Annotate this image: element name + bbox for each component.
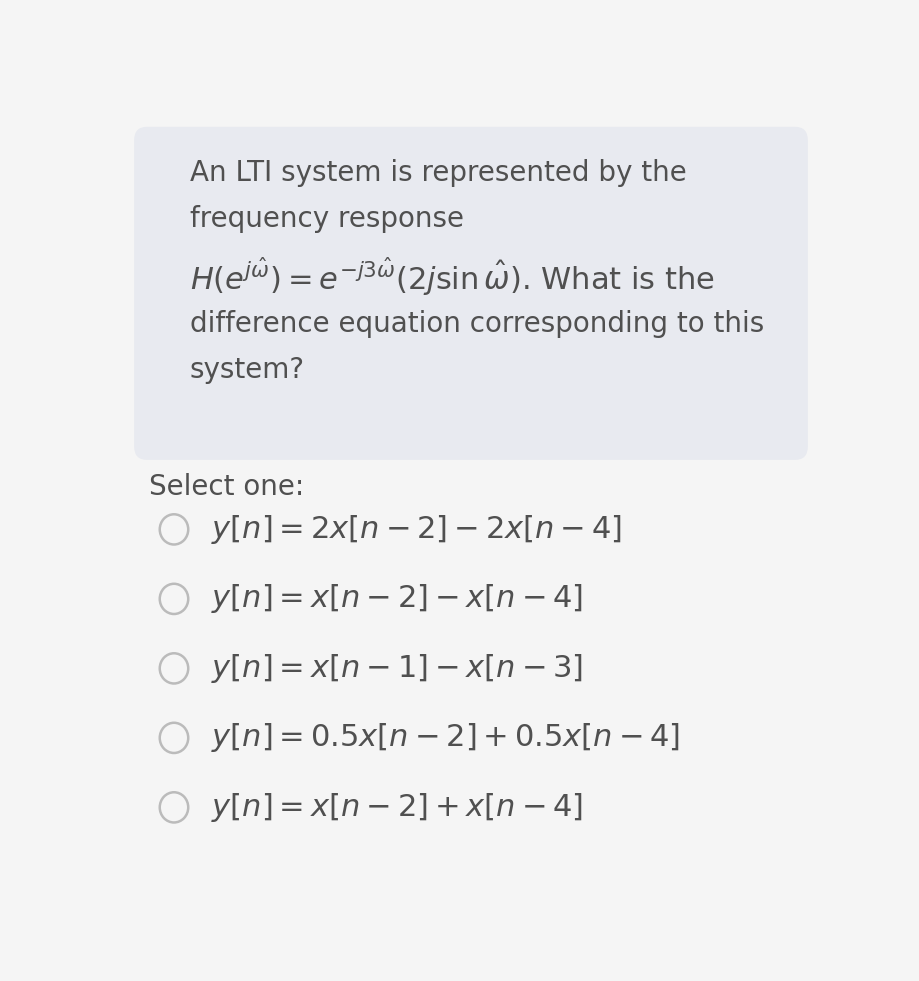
Text: Select one:: Select one: [149, 473, 304, 500]
Text: $y[n] = x[n-2] - x[n-4]$: $y[n] = x[n-2] - x[n-4]$ [211, 583, 584, 615]
Text: An LTI system is represented by the: An LTI system is represented by the [189, 159, 686, 187]
Text: difference equation corresponding to this: difference equation corresponding to thi… [189, 310, 764, 338]
Text: frequency response: frequency response [189, 205, 464, 232]
Text: $y[n] = 0.5x[n-2] + 0.5x[n-4]$: $y[n] = 0.5x[n-2] + 0.5x[n-4]$ [211, 721, 680, 754]
FancyBboxPatch shape [134, 127, 808, 460]
Text: $y[n] = 2x[n-2] - 2x[n-4]$: $y[n] = 2x[n-2] - 2x[n-4]$ [211, 513, 622, 545]
Text: system?: system? [189, 356, 305, 384]
Text: $y[n] = x[n-1] - x[n-3]$: $y[n] = x[n-1] - x[n-3]$ [211, 652, 584, 685]
Text: $H(e^{j\hat{\omega}}) = e^{-j3\hat{\omega}}(2j\sin\hat{\omega})$. What is the: $H(e^{j\hat{\omega}}) = e^{-j3\hat{\omeg… [189, 255, 714, 297]
Text: $y[n] = x[n-2] + x[n-4]$: $y[n] = x[n-2] + x[n-4]$ [211, 791, 584, 824]
